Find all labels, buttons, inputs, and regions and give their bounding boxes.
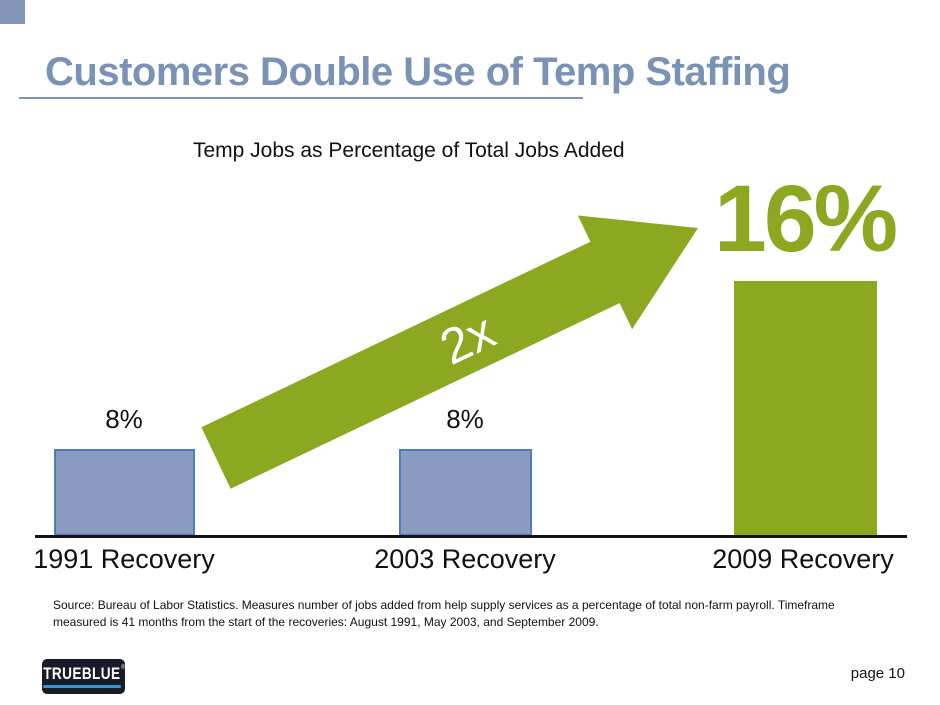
category-label-1991: 1991 Recovery	[33, 544, 215, 574]
bar-2003	[399, 449, 532, 536]
arrow-annotation: 2x	[432, 302, 504, 375]
trueblue-logo-text: TRUEBLUE	[42, 665, 120, 688]
x-axis-line	[35, 535, 907, 538]
corner-decoration-square	[0, 0, 25, 24]
category-label-2009: 2009 Recovery	[712, 544, 894, 574]
category-label-2003: 2003 Recovery	[374, 544, 556, 574]
page-number: page 10	[850, 665, 905, 682]
source-note: Source: Bureau of Labor Statistics. Meas…	[53, 598, 835, 629]
registered-trademark-icon: ®	[120, 665, 125, 671]
trueblue-logo: TRUEBLUE ®	[42, 659, 125, 694]
value-label-2003: 8%	[446, 404, 484, 434]
bar-1991	[54, 449, 195, 536]
bar-2009	[734, 281, 877, 536]
value-label-1991: 8%	[105, 404, 143, 434]
value-label-2009: 16%	[714, 166, 898, 272]
slide-title: Customers Double Use of Temp Staffing	[45, 50, 791, 94]
growth-arrow-shape	[201, 215, 698, 489]
title-underline	[19, 97, 583, 99]
chart-title: Temp Jobs as Percentage of Total Jobs Ad…	[193, 139, 625, 162]
